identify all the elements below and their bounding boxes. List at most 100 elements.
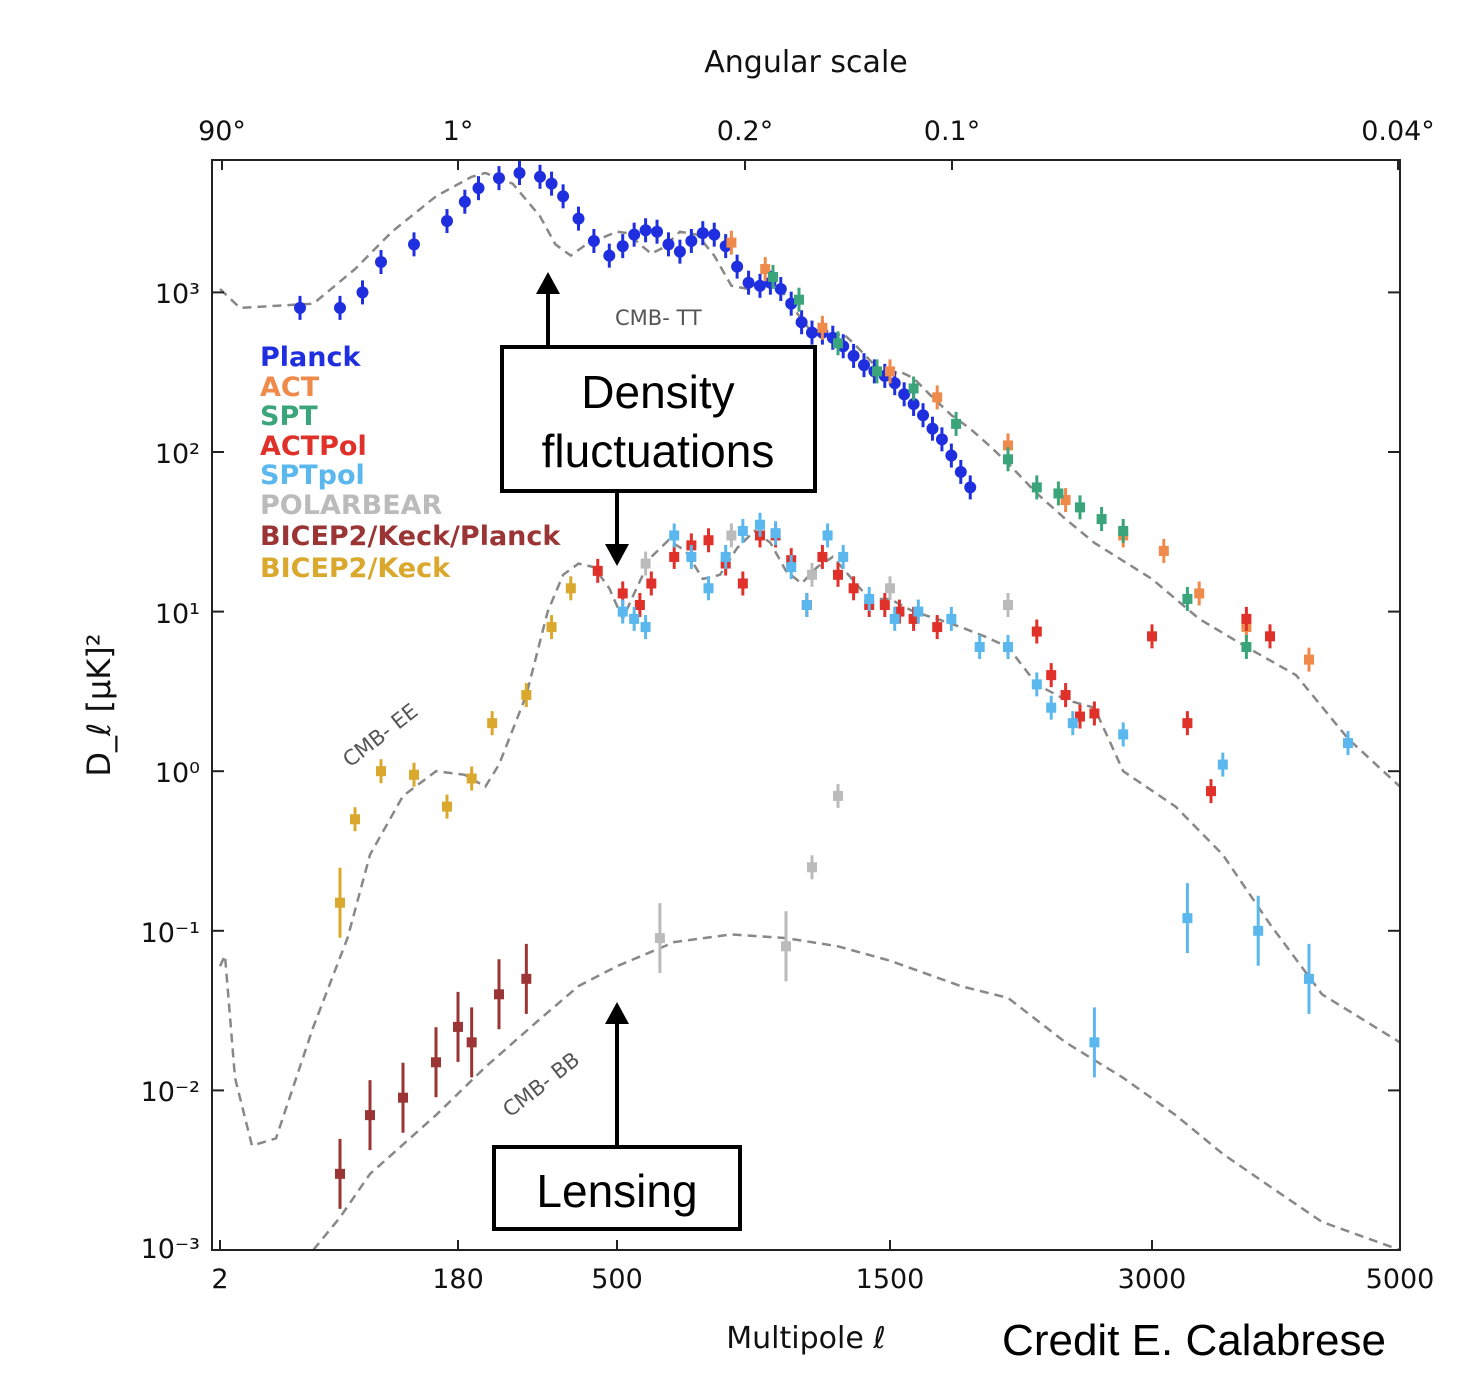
data-point	[1075, 502, 1085, 513]
data-point	[872, 366, 882, 377]
chart-title: Angular scale	[704, 45, 907, 80]
data-point	[376, 766, 386, 777]
data-point	[686, 551, 697, 562]
density-arrow-down-head	[605, 544, 629, 566]
data-point	[768, 271, 778, 282]
axis-ticks	[212, 160, 1401, 1251]
data-point	[1241, 613, 1252, 624]
data-points	[294, 160, 1353, 1209]
legend-planck: Planck	[260, 342, 361, 373]
data-point	[1182, 718, 1193, 729]
data-point	[795, 316, 808, 329]
plot-frame	[211, 159, 1401, 1251]
data-point	[628, 228, 641, 241]
top-tick-90: 90°	[198, 116, 246, 147]
x-tick-1500: 1500	[856, 1264, 925, 1295]
data-point	[408, 238, 420, 251]
series-planck	[294, 160, 977, 500]
data-point	[1253, 925, 1264, 936]
data-point	[442, 801, 452, 812]
data-point	[1046, 670, 1057, 681]
data-point	[731, 260, 744, 273]
data-point	[898, 388, 911, 401]
data-point	[696, 227, 709, 240]
data-point	[1217, 759, 1228, 770]
y-axis-label: D_ℓ [μK]²	[80, 633, 118, 776]
lensing-label: Lensing	[536, 1165, 697, 1217]
data-point	[833, 338, 843, 349]
data-point	[833, 790, 843, 801]
data-point	[466, 773, 477, 784]
data-point	[786, 562, 797, 573]
series-spt	[768, 264, 1252, 660]
y-tick-1e0: 10⁰	[155, 758, 200, 789]
data-point	[935, 433, 948, 446]
x-tick-2: 2	[211, 1264, 228, 1295]
data-point	[646, 578, 657, 589]
data-point	[1304, 654, 1314, 665]
data-point	[458, 195, 471, 208]
data-point	[885, 366, 895, 377]
lensing-annotation: Lensing	[492, 1002, 742, 1231]
data-point	[1089, 1037, 1100, 1048]
data-point	[926, 422, 939, 435]
data-point	[726, 237, 737, 248]
top-tick-1: 1°	[443, 116, 474, 147]
data-point	[654, 933, 665, 944]
data-point	[409, 769, 419, 780]
data-point	[774, 283, 787, 296]
data-point	[708, 228, 721, 241]
y-tick-1e3: 10³	[155, 279, 200, 310]
data-point	[1053, 488, 1064, 499]
data-point	[908, 613, 919, 624]
data-point	[908, 383, 919, 394]
series-bicep2-keck	[335, 576, 576, 938]
density-label: Density	[581, 366, 734, 418]
y-tick-1e-3: 10⁻³	[141, 1234, 200, 1265]
data-point	[1003, 599, 1013, 610]
data-point	[726, 530, 737, 541]
data-point	[833, 569, 843, 580]
data-point	[703, 535, 714, 546]
data-point	[493, 172, 505, 185]
data-point	[521, 973, 532, 984]
data-point	[889, 613, 900, 624]
legend-spt: SPT	[260, 401, 318, 432]
data-point	[1031, 626, 1042, 637]
data-point	[932, 392, 943, 403]
data-point	[720, 551, 731, 562]
data-point	[755, 519, 765, 530]
density-annotation: Density fluctuations	[500, 272, 817, 566]
data-point	[848, 583, 859, 594]
data-point	[945, 449, 958, 462]
data-point	[1182, 913, 1193, 924]
series-sptpol	[617, 512, 1353, 1078]
data-point	[294, 301, 306, 314]
data-point	[1089, 708, 1100, 719]
data-point	[617, 588, 628, 599]
x-axis-label: Multipole ℓ	[726, 1321, 885, 1356]
data-point	[669, 530, 680, 541]
legend-act: ACT	[260, 372, 320, 403]
legend-bicep2-keck: BICEP2/Keck	[260, 553, 451, 584]
data-point	[913, 606, 924, 617]
data-point	[1206, 786, 1216, 797]
series-bicep2-keck-planck	[335, 943, 532, 1209]
data-point	[817, 322, 828, 333]
data-point	[466, 1037, 477, 1048]
lensing-arrow-head	[605, 1002, 629, 1024]
top-tick-0.04: 0.04°	[1361, 116, 1435, 147]
theory-curve-1	[218, 529, 1401, 1148]
data-point	[1147, 631, 1157, 642]
data-point	[1003, 454, 1013, 465]
data-point	[334, 301, 346, 314]
data-point	[964, 481, 977, 494]
data-point	[807, 569, 817, 580]
data-point	[703, 583, 714, 594]
data-point	[662, 238, 675, 251]
data-point	[847, 349, 860, 362]
data-point	[356, 286, 369, 299]
data-point	[1118, 525, 1129, 536]
data-point	[807, 862, 817, 873]
data-point	[1265, 631, 1275, 642]
